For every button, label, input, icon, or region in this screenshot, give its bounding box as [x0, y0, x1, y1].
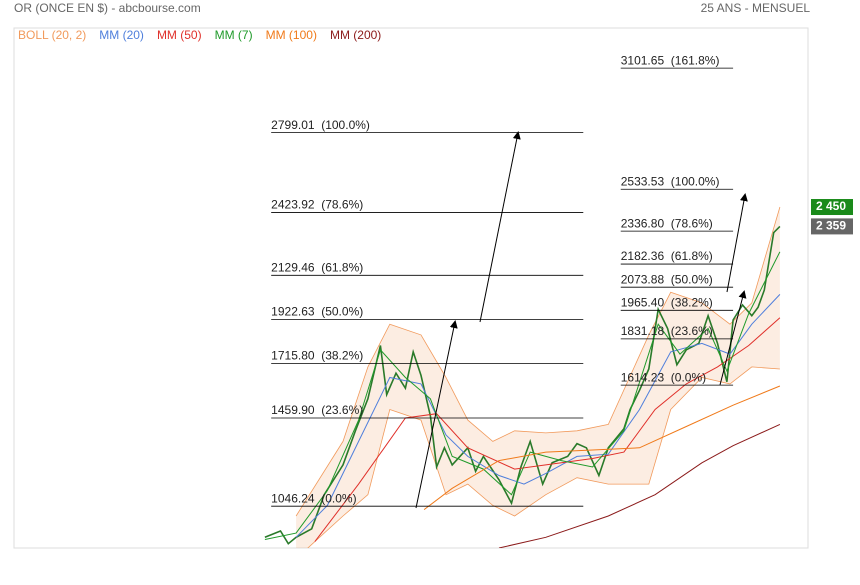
price-line: [264, 225, 781, 545]
legend-entry: MM (7): [215, 28, 253, 42]
fib-label: 1614.23 (0.0%): [621, 370, 706, 384]
chart-title: OR (ONCE EN $) - abcbourse.com: [14, 1, 201, 15]
fib-arrow: [726, 193, 748, 293]
fib-label: 2423.92 (78.6%): [271, 198, 363, 212]
fib-label: 1715.80 (38.2%): [271, 349, 363, 363]
price-tag: [811, 199, 853, 216]
legend-entry: MM (200): [330, 28, 381, 42]
moving-average: [264, 251, 781, 540]
fib-label: 2073.88 (50.0%): [621, 272, 713, 286]
moving-average: [423, 385, 781, 510]
fib-label: 2129.46 (61.8%): [271, 261, 363, 275]
axes: BOLL (20, 2) MM (20) MM (50) MM (7) MM (100)…: [18, 28, 853, 235]
fib-arrow: [479, 131, 521, 323]
fib-label: 1922.63 (50.0%): [271, 305, 363, 319]
bollinger-lower: [307, 366, 780, 548]
fib-label: 1965.40 (38.2%): [621, 295, 713, 309]
fib-arrow: [415, 320, 458, 509]
bollinger-area: [296, 207, 780, 548]
legend-entry: BOLL (20, 2): [18, 28, 86, 42]
fib-label: 2336.80 (78.6%): [621, 216, 713, 230]
legend-entry: MM (20): [99, 28, 144, 42]
legend-entry: MM (50): [157, 28, 202, 42]
price-tag-label: 2 450: [816, 199, 846, 213]
fib-label: 3101.65 (161.8%): [621, 53, 720, 67]
bollinger-upper: [295, 206, 781, 517]
fib-label: 1046.24 (0.0%): [271, 491, 356, 505]
plot: 2799.01 (100.0%) 2423.92 (78.6%) 2129.46 (…: [264, 53, 781, 548]
fib-arrow: [719, 290, 747, 386]
legend-entry: MM (100): [266, 28, 317, 42]
fib-label: 2799.01 (100.0%): [271, 118, 370, 132]
moving-average: [498, 423, 781, 548]
fib-label: 2182.36 (61.8%): [621, 249, 713, 263]
moving-average: [314, 317, 781, 542]
fib-label: 1459.90 (23.6%): [271, 403, 363, 417]
moving-average: [295, 294, 781, 538]
fib-label: 2533.53 (100.0%): [621, 174, 720, 188]
plot-frame: [13, 27, 809, 549]
fib-label: 1831.18 (23.6%): [621, 324, 713, 338]
price-tag-label: 2 359: [816, 219, 846, 233]
chart-subtitle: 25 ANS - MENSUEL: [701, 1, 811, 15]
price-tag: [811, 218, 853, 235]
